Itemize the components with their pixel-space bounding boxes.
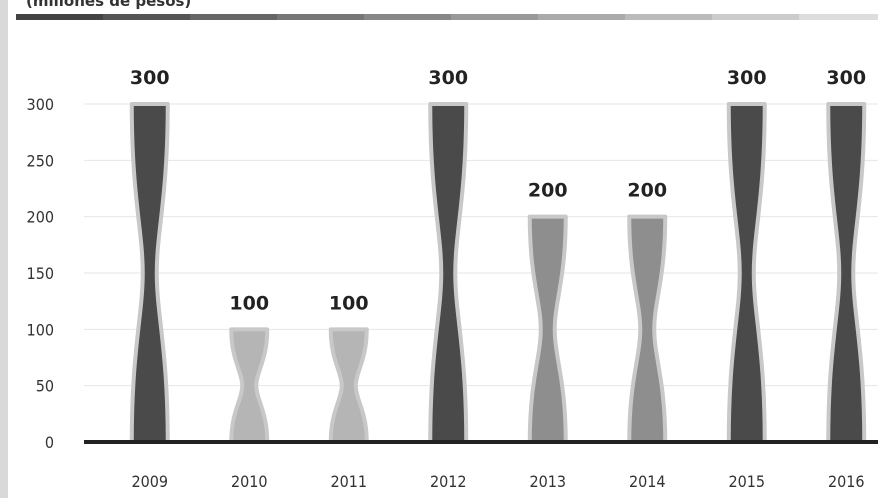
chart-container: (millones de pesos) 0 50 100 150 200 250 300 3… <box>8 0 878 498</box>
data-label-2009: 300 <box>130 67 170 89</box>
y-tick-label: 300 <box>27 95 54 114</box>
header-band-segment <box>103 14 191 20</box>
x-tick-label-2009: 2009 <box>131 472 168 491</box>
data-label-2015: 300 <box>727 67 767 89</box>
data-labels: 300 100 100 300 200 200 300 300 <box>130 67 866 314</box>
header-band-segment <box>625 14 713 20</box>
chart-subtitle: (millones de pesos) <box>26 0 192 10</box>
y-tick-label: 250 <box>27 151 54 170</box>
x-tick-label-2012: 2012 <box>430 472 467 491</box>
x-axis-tick-labels: 2009 2010 2011 2012 2013 2014 2015 2016 <box>131 472 864 491</box>
data-label-2014: 200 <box>627 180 667 202</box>
data-label-2012: 300 <box>428 67 468 89</box>
x-tick-label-2014: 2014 <box>629 472 666 491</box>
x-tick-label-2010: 2010 <box>231 472 268 491</box>
header-band-segment <box>451 14 539 20</box>
data-label-2011: 100 <box>329 292 369 314</box>
y-tick-label: 100 <box>27 320 54 339</box>
header-band-segment <box>16 14 104 20</box>
header-band-segment <box>190 14 278 20</box>
header-band-segment <box>364 14 452 20</box>
header-band-segment <box>712 14 800 20</box>
x-tick-label-2011: 2011 <box>330 472 367 491</box>
data-label-2010: 100 <box>229 292 269 314</box>
header-gradient-band <box>16 14 878 20</box>
x-tick-label-2015: 2015 <box>728 472 765 491</box>
header-band-segment <box>277 14 365 20</box>
y-axis-tick-labels: 0 50 100 150 200 250 300 <box>27 95 54 452</box>
y-tick-label: 50 <box>36 377 54 396</box>
x-tick-label-2013: 2013 <box>529 472 566 491</box>
header-band-segment <box>538 14 626 20</box>
data-label-2013: 200 <box>528 180 568 202</box>
x-tick-label-2016: 2016 <box>828 472 865 491</box>
header-band-segment <box>799 14 878 20</box>
data-label-2016: 300 <box>826 67 866 89</box>
y-tick-label: 0 <box>45 433 54 452</box>
y-tick-label: 200 <box>27 208 54 227</box>
y-tick-label: 150 <box>27 264 54 283</box>
